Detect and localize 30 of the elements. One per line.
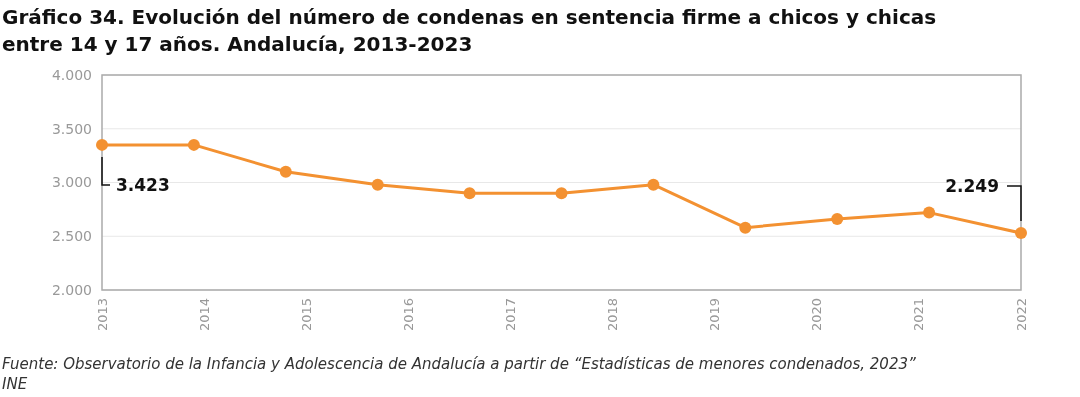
point <box>739 221 752 234</box>
x-tick-label: 2022 <box>1013 298 1029 332</box>
point <box>463 187 476 200</box>
x-tick-label: 2014 <box>196 298 212 332</box>
y-tick-label: 3.500 <box>51 120 92 137</box>
x-tick-label: 2020 <box>809 298 825 332</box>
point <box>555 187 568 200</box>
x-tick-label: 2019 <box>707 298 723 332</box>
x-tick-label: 2015 <box>298 298 314 332</box>
x-tick-label: 2013 <box>94 298 110 332</box>
x-tick-label: 2017 <box>502 298 518 332</box>
chart-title: Gráfico 34. Evolución del número de condenas en sentencia firme a chicos y chicas entre 14 y 17 años. Andalucía, 2013-2023 <box>2 5 937 56</box>
y-tick-label: 3.000 <box>51 174 92 191</box>
y-tick-label: 4.000 <box>51 66 92 83</box>
source-note: Fuente: Observatorio de la Infancia y Adolescencia de Andalucía a partir de “Estadísticas de menores condenados, 2023” INE <box>2 355 916 393</box>
point <box>187 138 200 151</box>
point <box>647 178 660 191</box>
annotation: 3.423 <box>116 174 170 195</box>
x-tick-label: 2016 <box>400 298 416 332</box>
point <box>923 206 936 219</box>
y-tick-label: 2.500 <box>51 228 92 245</box>
point <box>1015 227 1027 240</box>
point <box>279 165 292 178</box>
x-tick-label: 2021 <box>911 298 927 332</box>
x-tick-label: 2018 <box>605 298 621 332</box>
annotation: 2.249 <box>945 175 999 196</box>
point <box>371 178 384 191</box>
y-tick-label: 2.000 <box>51 281 92 298</box>
point <box>96 138 108 151</box>
point <box>831 213 844 226</box>
